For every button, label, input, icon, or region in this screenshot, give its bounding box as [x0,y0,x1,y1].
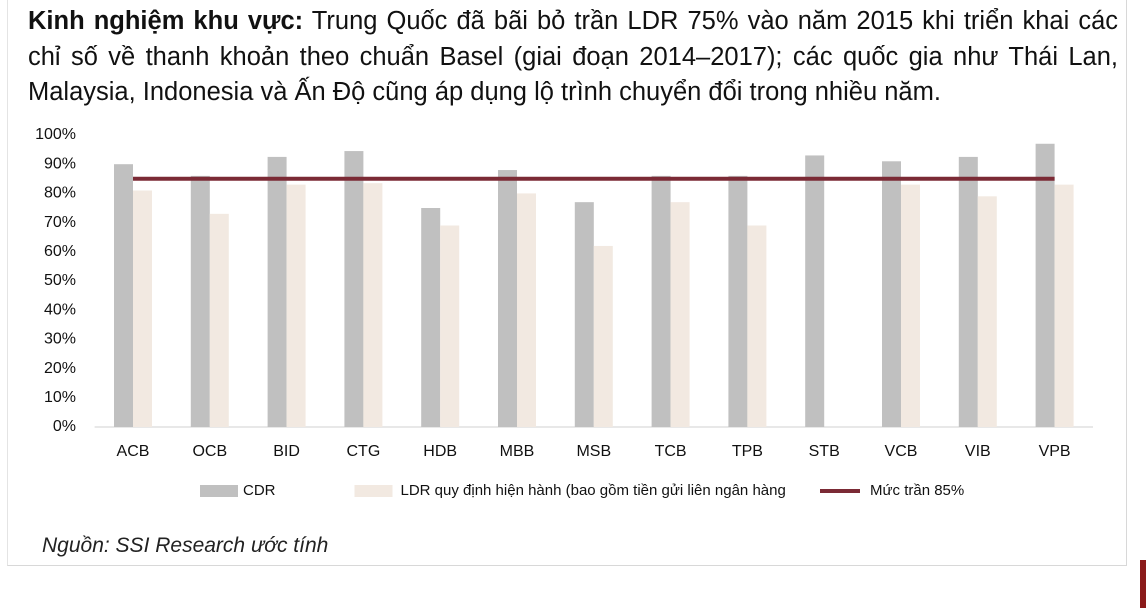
accent-bar [1140,560,1146,608]
bar [517,193,536,427]
bar [344,151,364,427]
x-tick-label: HDB [423,443,457,460]
legend-label: CDR [243,482,276,499]
bar [286,184,306,427]
bar [670,202,690,427]
legend-label: Mức trần 85% [870,482,964,499]
legend-label: LDR quy định hiện hành (bao gồm tiền gửi… [401,482,786,499]
x-tick-label: VCB [885,443,918,460]
y-tick-label: 60% [44,243,76,260]
bar [651,175,671,427]
bar [421,208,441,427]
y-tick-label: 70% [44,214,76,231]
source: Nguồn: SSI Research ước tính [42,534,329,557]
legend-swatch [354,485,393,497]
bar [190,175,210,427]
bar [267,156,287,427]
x-tick-label: ACB [117,443,150,460]
x-tick-label: MSB [576,443,611,460]
bar [114,164,133,427]
x-tick-label: CTG [347,443,381,460]
bar [574,202,594,427]
bar [747,225,767,427]
bar [901,184,920,427]
bar [498,170,517,428]
x-tick-label: TCB [655,443,687,460]
y-tick-label: 10% [44,389,76,406]
x-tick-label: TPB [732,443,763,460]
y-tick-label: 40% [44,301,76,318]
bar [1054,184,1074,427]
bar [363,183,383,427]
y-tick-label: 0% [53,418,76,435]
y-tick-label: 50% [44,272,76,289]
y-tick-label: 90% [44,155,76,172]
bar [728,175,748,427]
bar [805,155,825,427]
bar [209,213,229,427]
bar [440,225,460,427]
bar [977,196,997,427]
bar [958,156,978,427]
y-tick-label: 100% [35,126,76,143]
x-tick-label: MBB [500,443,535,460]
x-tick-label: STB [809,443,840,460]
paragraph-text: Trung Quốc đã bãi bỏ trần LDR 75% vào nă… [28,7,1119,106]
x-tick-label: VIB [965,443,991,460]
legend-swatch [200,485,238,497]
x-tick-label: VPB [1039,443,1071,460]
bar [1035,143,1055,427]
y-tick-label: 80% [44,185,76,202]
x-tick-label: BID [273,443,300,460]
bar [882,161,901,427]
frame [7,0,1127,566]
bar [593,245,613,427]
paragraph-label: Kinh nghiệm khu vực: [28,7,304,35]
y-tick-label: 30% [44,331,76,348]
bar [133,190,152,427]
x-tick-label: OCB [192,443,227,460]
y-tick-label: 20% [44,360,76,377]
paragraph: Kinh nghiệm khu vực: Trung Quốc đã bãi b… [28,4,1118,111]
